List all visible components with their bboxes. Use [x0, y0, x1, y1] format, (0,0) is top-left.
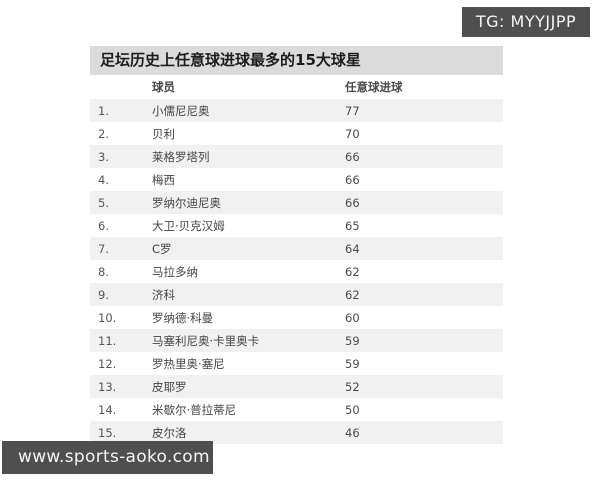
table-row: 9. 济科 62: [90, 283, 503, 306]
player-cell: 济科: [152, 287, 175, 302]
rank-cell: 5.: [98, 195, 109, 210]
player-cell: 皮尔洛: [152, 425, 187, 440]
player-cell: 大卫·贝克汉姆: [152, 218, 225, 233]
rank-cell: 6.: [98, 218, 109, 233]
table-row: 8. 马拉多纳 62: [90, 260, 503, 283]
goals-cell: 62: [345, 287, 360, 302]
ranking-table: 足坛历史上任意球进球最多的15大球星 球员 任意球进球 1. 小儒尼尼奥 77 …: [90, 46, 503, 444]
rank-cell: 8.: [98, 264, 109, 279]
rank-cell: 11.: [98, 333, 117, 348]
rank-cell: 14.: [98, 402, 117, 417]
rank-cell: 3.: [98, 149, 109, 164]
rank-cell: 10.: [98, 310, 117, 325]
table-row: 10. 罗纳德·科曼 60: [90, 306, 503, 329]
player-cell: 罗热里奥·塞尼: [152, 356, 225, 371]
table-row: 15. 皮尔洛 46: [90, 421, 503, 444]
table-row: 5. 罗纳尔迪尼奥 66: [90, 191, 503, 214]
rank-cell: 15.: [98, 425, 117, 440]
rank-cell: 13.: [98, 379, 117, 394]
player-cell: 皮耶罗: [152, 379, 187, 394]
goals-cell: 70: [345, 126, 360, 141]
goals-cell: 52: [345, 379, 360, 394]
player-cell: C罗: [152, 241, 172, 256]
goals-cell: 59: [345, 356, 360, 371]
table-row: 12. 罗热里奥·塞尼 59: [90, 352, 503, 375]
player-cell: 马拉多纳: [152, 264, 198, 279]
player-cell: 罗纳尔迪尼奥: [152, 195, 221, 210]
rank-cell: 9.: [98, 287, 109, 302]
goals-cell: 59: [345, 333, 360, 348]
rank-cell: 2.: [98, 126, 109, 141]
header-goals-column: 任意球进球: [345, 80, 403, 94]
table-row: 6. 大卫·贝克汉姆 65: [90, 214, 503, 237]
goals-cell: 66: [345, 195, 360, 210]
player-cell: 贝利: [152, 126, 175, 141]
player-cell: 米歇尔·普拉蒂尼: [152, 402, 237, 417]
website-watermark-bar: www.sports-aoko.com: [2, 441, 213, 474]
table-row: 14. 米歇尔·普拉蒂尼 50: [90, 398, 503, 421]
table-header-row: 球员 任意球进球: [90, 75, 503, 99]
table-row: 4. 梅西 66: [90, 168, 503, 191]
player-cell: 莱格罗塔列: [152, 149, 210, 164]
rank-cell: 1.: [98, 103, 109, 118]
table-row: 7. C罗 64: [90, 237, 503, 260]
goals-cell: 46: [345, 425, 360, 440]
rank-cell: 7.: [98, 241, 109, 256]
rank-cell: 12.: [98, 356, 117, 371]
table-title: 足坛历史上任意球进球最多的15大球星: [90, 46, 503, 75]
goals-cell: 50: [345, 402, 360, 417]
goals-cell: 64: [345, 241, 360, 256]
player-cell: 梅西: [152, 172, 175, 187]
goals-cell: 66: [345, 172, 360, 187]
table-body: 1. 小儒尼尼奥 77 2. 贝利 70 3. 莱格罗塔列 66 4. 梅西 6…: [90, 99, 503, 444]
player-cell: 马塞利尼奥·卡里奥卡: [152, 333, 260, 348]
table-row: 2. 贝利 70: [90, 122, 503, 145]
player-cell: 小儒尼尼奥: [152, 103, 210, 118]
goals-cell: 65: [345, 218, 360, 233]
goals-cell: 77: [345, 103, 360, 118]
table-row: 13. 皮耶罗 52: [90, 375, 503, 398]
header-player-column: 球员: [152, 80, 175, 94]
table-row: 3. 莱格罗塔列 66: [90, 145, 503, 168]
rank-cell: 4.: [98, 172, 109, 187]
table-row: 1. 小儒尼尼奥 77: [90, 99, 503, 122]
telegram-watermark-badge: TG: MYYJJPP: [462, 7, 590, 37]
table-row: 11. 马塞利尼奥·卡里奥卡 59: [90, 329, 503, 352]
player-cell: 罗纳德·科曼: [152, 310, 214, 325]
goals-cell: 66: [345, 149, 360, 164]
goals-cell: 60: [345, 310, 360, 325]
goals-cell: 62: [345, 264, 360, 279]
